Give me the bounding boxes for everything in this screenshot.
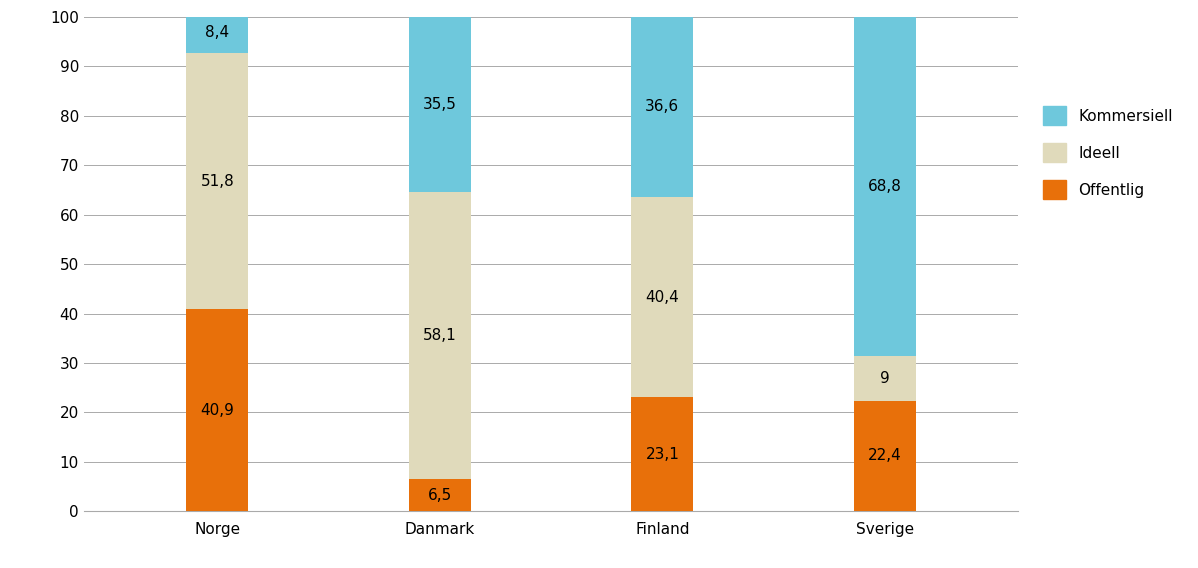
Bar xyxy=(631,198,694,397)
Bar xyxy=(409,16,471,192)
Text: 35,5: 35,5 xyxy=(423,97,456,112)
Text: 8,4: 8,4 xyxy=(205,25,229,40)
Bar xyxy=(854,356,916,400)
Bar xyxy=(409,192,471,479)
Text: 51,8: 51,8 xyxy=(200,174,235,189)
Bar xyxy=(186,309,248,511)
Text: 9: 9 xyxy=(881,371,890,386)
Bar xyxy=(409,479,471,511)
Text: 23,1: 23,1 xyxy=(646,446,679,462)
Text: 40,9: 40,9 xyxy=(200,403,235,417)
Text: 58,1: 58,1 xyxy=(423,328,456,343)
Bar xyxy=(854,400,916,511)
Bar xyxy=(854,16,916,356)
Bar xyxy=(186,53,248,309)
Bar xyxy=(631,397,694,511)
Text: 22,4: 22,4 xyxy=(867,448,902,463)
Legend: Kommersiell, Ideell, Offentlig: Kommersiell, Ideell, Offentlig xyxy=(1035,99,1180,207)
Text: 40,4: 40,4 xyxy=(646,290,679,304)
Text: 6,5: 6,5 xyxy=(428,488,452,503)
Text: 36,6: 36,6 xyxy=(646,99,679,115)
Text: 68,8: 68,8 xyxy=(867,178,902,194)
Bar xyxy=(631,16,694,198)
Bar xyxy=(186,11,248,53)
